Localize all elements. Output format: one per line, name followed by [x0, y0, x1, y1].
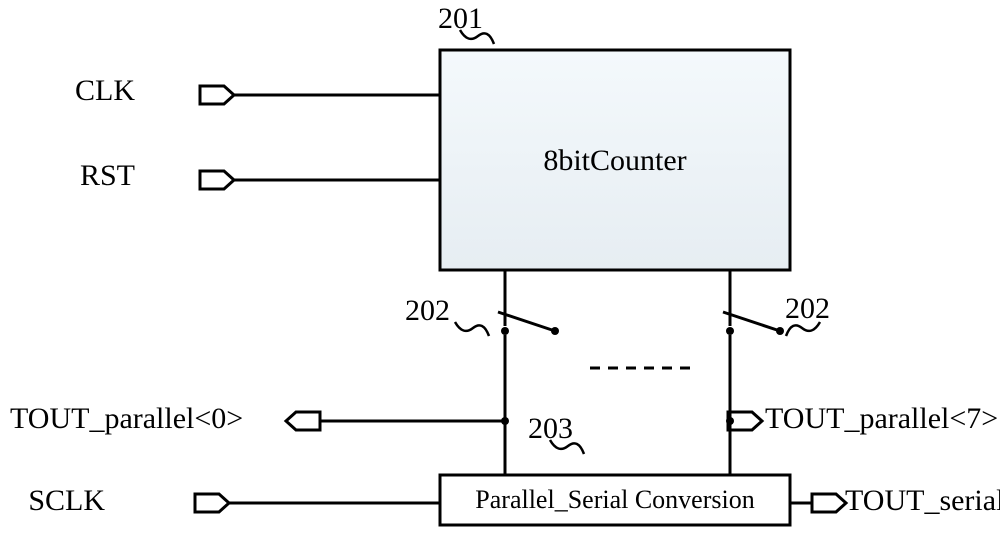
port: [200, 86, 234, 104]
tout-parallel-0-label: TOUT_parallel<0>: [10, 402, 243, 435]
node: [501, 327, 509, 335]
rst-label: RST: [80, 159, 135, 192]
ref-tick: [455, 322, 489, 336]
tout-parallel-7-label: TOUT_parallel<7>: [765, 402, 998, 435]
tout-serial-label: TOUT_serial: [845, 484, 1000, 517]
counter-label: 8bitCounter: [543, 144, 686, 177]
port: [812, 494, 846, 512]
node: [726, 327, 734, 335]
psc-label: Parallel_Serial Conversion: [475, 485, 754, 514]
ref-202-right: 202: [785, 292, 830, 325]
clk-label: CLK: [75, 74, 135, 107]
port: [200, 171, 234, 189]
ref-202-left: 202: [405, 294, 450, 327]
port: [195, 494, 229, 512]
port: [286, 412, 320, 430]
sclk-label: SCLK: [28, 484, 105, 517]
